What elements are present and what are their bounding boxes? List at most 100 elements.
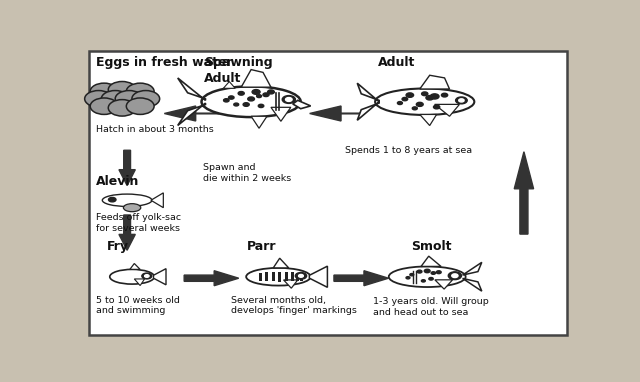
- FancyBboxPatch shape: [89, 51, 567, 335]
- Polygon shape: [309, 266, 328, 287]
- Circle shape: [422, 92, 428, 96]
- Circle shape: [410, 274, 414, 276]
- Ellipse shape: [388, 267, 466, 287]
- Circle shape: [142, 273, 152, 279]
- Circle shape: [145, 275, 149, 277]
- Polygon shape: [284, 280, 298, 288]
- Text: 5 to 10 weeks old
and swimming: 5 to 10 weeks old and swimming: [97, 296, 180, 315]
- Polygon shape: [178, 103, 205, 125]
- Circle shape: [426, 96, 433, 100]
- Ellipse shape: [102, 194, 152, 206]
- Circle shape: [282, 96, 296, 104]
- Circle shape: [456, 97, 467, 104]
- Circle shape: [431, 272, 436, 274]
- Circle shape: [412, 107, 417, 110]
- FancyBboxPatch shape: [265, 272, 268, 281]
- Circle shape: [132, 91, 159, 107]
- FancyBboxPatch shape: [296, 273, 300, 281]
- Circle shape: [263, 93, 269, 97]
- Circle shape: [295, 272, 307, 279]
- Polygon shape: [435, 104, 460, 116]
- Polygon shape: [435, 280, 452, 289]
- Ellipse shape: [202, 86, 301, 117]
- Circle shape: [257, 95, 262, 97]
- Polygon shape: [421, 256, 441, 267]
- Circle shape: [448, 272, 461, 280]
- Circle shape: [101, 91, 129, 107]
- Polygon shape: [357, 102, 379, 120]
- FancyBboxPatch shape: [285, 272, 288, 281]
- Circle shape: [299, 274, 303, 277]
- Text: Spawning
Adult: Spawning Adult: [204, 56, 273, 85]
- Polygon shape: [223, 82, 236, 88]
- Circle shape: [429, 277, 433, 280]
- Polygon shape: [164, 106, 219, 121]
- Circle shape: [433, 105, 440, 109]
- Ellipse shape: [110, 269, 154, 284]
- Text: Several months old,
develops 'finger' markings: Several months old, develops 'finger' ma…: [231, 296, 357, 315]
- Text: Hatch in about 3 months: Hatch in about 3 months: [97, 125, 214, 134]
- Circle shape: [452, 274, 458, 278]
- Circle shape: [248, 97, 255, 101]
- Circle shape: [459, 99, 464, 102]
- Circle shape: [115, 91, 143, 107]
- Circle shape: [417, 270, 422, 273]
- Polygon shape: [134, 279, 145, 286]
- Polygon shape: [420, 115, 436, 126]
- Polygon shape: [463, 262, 482, 275]
- FancyBboxPatch shape: [291, 272, 294, 281]
- Circle shape: [442, 93, 448, 97]
- Text: Feeds off yolk-sac
for several weeks: Feeds off yolk-sac for several weeks: [97, 214, 182, 233]
- Circle shape: [238, 92, 244, 95]
- FancyBboxPatch shape: [271, 272, 275, 282]
- Polygon shape: [184, 271, 239, 286]
- Circle shape: [234, 103, 239, 106]
- Polygon shape: [310, 106, 364, 121]
- Polygon shape: [154, 269, 166, 285]
- Circle shape: [243, 103, 249, 106]
- Polygon shape: [463, 278, 482, 291]
- Text: Adult: Adult: [378, 56, 415, 69]
- Text: Fry: Fry: [107, 240, 129, 253]
- Circle shape: [402, 97, 408, 101]
- Polygon shape: [273, 258, 289, 268]
- Circle shape: [126, 98, 154, 115]
- Polygon shape: [241, 70, 271, 87]
- Ellipse shape: [246, 268, 310, 286]
- Circle shape: [285, 97, 292, 102]
- Polygon shape: [130, 264, 140, 269]
- Circle shape: [108, 100, 136, 116]
- Circle shape: [430, 94, 439, 99]
- Circle shape: [424, 269, 430, 273]
- Text: Spawn and
die within 2 weeks: Spawn and die within 2 weeks: [203, 163, 291, 183]
- FancyBboxPatch shape: [278, 272, 282, 282]
- Text: Eggs in fresh water: Eggs in fresh water: [97, 56, 233, 69]
- FancyBboxPatch shape: [259, 273, 262, 281]
- Circle shape: [223, 99, 229, 102]
- Circle shape: [108, 81, 136, 98]
- Circle shape: [436, 271, 441, 274]
- Polygon shape: [420, 75, 449, 89]
- Circle shape: [406, 93, 413, 97]
- Circle shape: [406, 277, 410, 279]
- Polygon shape: [151, 193, 163, 208]
- Circle shape: [126, 83, 154, 100]
- Circle shape: [259, 104, 264, 108]
- Polygon shape: [515, 152, 534, 234]
- FancyBboxPatch shape: [300, 273, 303, 281]
- Circle shape: [421, 280, 426, 282]
- Polygon shape: [251, 116, 267, 128]
- Text: Smolt: Smolt: [412, 240, 452, 253]
- Circle shape: [90, 98, 118, 115]
- Circle shape: [109, 197, 116, 202]
- Text: Spends 1 to 8 years at sea: Spends 1 to 8 years at sea: [346, 146, 472, 155]
- Circle shape: [417, 102, 423, 107]
- Polygon shape: [271, 107, 291, 121]
- Text: Parr: Parr: [246, 240, 276, 253]
- Ellipse shape: [375, 89, 474, 115]
- Circle shape: [84, 91, 113, 107]
- Polygon shape: [334, 271, 388, 286]
- Polygon shape: [357, 83, 379, 102]
- Circle shape: [397, 102, 403, 105]
- Text: Alevin: Alevin: [97, 175, 140, 188]
